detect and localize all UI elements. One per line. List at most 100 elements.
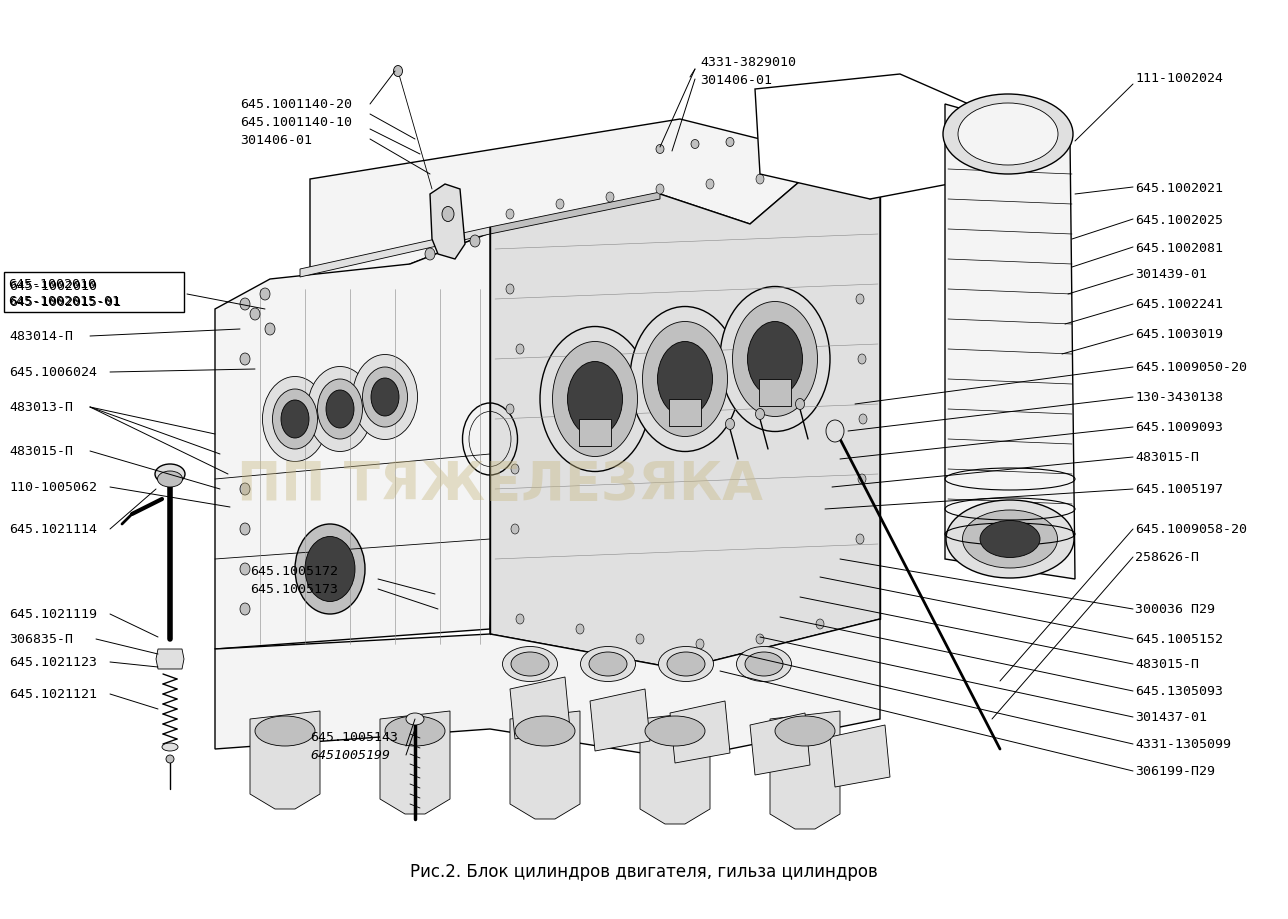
Text: 645.1021121: 645.1021121 xyxy=(9,687,97,700)
Text: 306199-П29: 306199-П29 xyxy=(1135,765,1215,777)
Ellipse shape xyxy=(858,474,866,484)
Ellipse shape xyxy=(643,323,728,437)
Text: 110-1005062: 110-1005062 xyxy=(9,481,97,494)
Polygon shape xyxy=(750,713,810,775)
Ellipse shape xyxy=(775,716,835,746)
Ellipse shape xyxy=(506,210,514,220)
Polygon shape xyxy=(510,677,571,739)
Ellipse shape xyxy=(656,185,665,195)
Polygon shape xyxy=(489,193,659,234)
Text: 4331-1305099: 4331-1305099 xyxy=(1135,738,1231,751)
Text: 645.1021119: 645.1021119 xyxy=(9,607,97,621)
Ellipse shape xyxy=(568,362,622,437)
Text: 645.1005173: 645.1005173 xyxy=(250,583,337,596)
Ellipse shape xyxy=(857,295,864,305)
Text: 130-3430138: 130-3430138 xyxy=(1135,391,1224,404)
Ellipse shape xyxy=(273,390,318,449)
Ellipse shape xyxy=(516,614,524,624)
Ellipse shape xyxy=(943,95,1073,175)
Text: 645-1002010: 645-1002010 xyxy=(9,280,97,293)
Ellipse shape xyxy=(425,249,435,261)
Ellipse shape xyxy=(265,323,276,335)
Text: 483015-П: 483015-П xyxy=(9,445,73,458)
Ellipse shape xyxy=(980,521,1039,558)
Text: 306835-П: 306835-П xyxy=(9,633,73,646)
Ellipse shape xyxy=(747,323,802,397)
Text: 483014-П: 483014-П xyxy=(9,330,73,343)
Ellipse shape xyxy=(859,414,867,425)
Text: 483015-П: 483015-П xyxy=(1135,658,1199,671)
Ellipse shape xyxy=(281,401,309,438)
Ellipse shape xyxy=(506,404,514,414)
Ellipse shape xyxy=(962,510,1057,568)
Text: 645.1305093: 645.1305093 xyxy=(1135,685,1224,698)
Ellipse shape xyxy=(958,104,1057,165)
Ellipse shape xyxy=(406,713,424,725)
Polygon shape xyxy=(590,689,650,751)
Ellipse shape xyxy=(657,342,712,417)
Polygon shape xyxy=(755,75,980,199)
FancyBboxPatch shape xyxy=(668,400,701,426)
Ellipse shape xyxy=(385,716,444,746)
Ellipse shape xyxy=(656,145,665,154)
Ellipse shape xyxy=(166,755,174,763)
Polygon shape xyxy=(670,701,730,763)
Ellipse shape xyxy=(515,716,574,746)
Text: 645.1003019: 645.1003019 xyxy=(1135,328,1224,341)
Polygon shape xyxy=(640,711,710,824)
Text: 301437-01: 301437-01 xyxy=(1135,710,1207,724)
Ellipse shape xyxy=(511,525,519,535)
Text: 645-1002015-01: 645-1002015-01 xyxy=(9,296,121,309)
Text: 301439-01: 301439-01 xyxy=(1135,268,1207,281)
Text: 645.1002081: 645.1002081 xyxy=(1135,241,1224,255)
Text: 645.1009058-20: 645.1009058-20 xyxy=(1135,523,1247,536)
Text: 645.1005197: 645.1005197 xyxy=(1135,483,1224,496)
Ellipse shape xyxy=(658,647,714,682)
Polygon shape xyxy=(255,119,820,330)
Ellipse shape xyxy=(720,287,829,432)
Ellipse shape xyxy=(516,345,524,355)
Text: 111-1002024: 111-1002024 xyxy=(1135,72,1224,85)
Polygon shape xyxy=(430,185,465,260)
Text: 645.1001140-20: 645.1001140-20 xyxy=(240,98,352,111)
Text: Рис.2. Блок цилиндров двигателя, гильза цилиндров: Рис.2. Блок цилиндров двигателя, гильза … xyxy=(410,862,878,880)
Text: 645.1005172: 645.1005172 xyxy=(250,565,337,578)
Ellipse shape xyxy=(796,399,805,410)
Text: 258626-П: 258626-П xyxy=(1135,550,1199,564)
Ellipse shape xyxy=(576,624,583,634)
Ellipse shape xyxy=(470,236,480,248)
Ellipse shape xyxy=(553,342,638,457)
Ellipse shape xyxy=(255,716,316,746)
FancyBboxPatch shape xyxy=(4,273,184,312)
Ellipse shape xyxy=(326,391,354,428)
Polygon shape xyxy=(156,650,184,669)
Ellipse shape xyxy=(540,327,650,472)
Ellipse shape xyxy=(442,208,453,222)
Ellipse shape xyxy=(308,367,372,452)
Ellipse shape xyxy=(733,302,818,417)
Text: 645-1002010: 645-1002010 xyxy=(8,278,97,291)
Text: 300036 П29: 300036 П29 xyxy=(1135,603,1215,616)
Polygon shape xyxy=(215,230,505,650)
Polygon shape xyxy=(215,619,880,759)
Ellipse shape xyxy=(589,652,627,676)
Polygon shape xyxy=(829,725,890,788)
Text: 645.1001140-10: 645.1001140-10 xyxy=(240,116,352,129)
Ellipse shape xyxy=(155,464,185,484)
Ellipse shape xyxy=(250,309,260,321)
Ellipse shape xyxy=(696,640,705,650)
Ellipse shape xyxy=(240,604,250,616)
Ellipse shape xyxy=(318,380,362,439)
Ellipse shape xyxy=(263,377,327,462)
Text: 645.1002025: 645.1002025 xyxy=(1135,213,1224,226)
Ellipse shape xyxy=(511,652,549,676)
Polygon shape xyxy=(945,105,1075,579)
Ellipse shape xyxy=(857,535,864,544)
Ellipse shape xyxy=(725,419,734,430)
Text: 645.1021114: 645.1021114 xyxy=(9,523,97,536)
Text: 645.1005152: 645.1005152 xyxy=(1135,633,1224,646)
Ellipse shape xyxy=(636,634,644,644)
Text: 483015-П: 483015-П xyxy=(1135,451,1199,464)
Ellipse shape xyxy=(645,716,705,746)
Ellipse shape xyxy=(157,471,183,487)
